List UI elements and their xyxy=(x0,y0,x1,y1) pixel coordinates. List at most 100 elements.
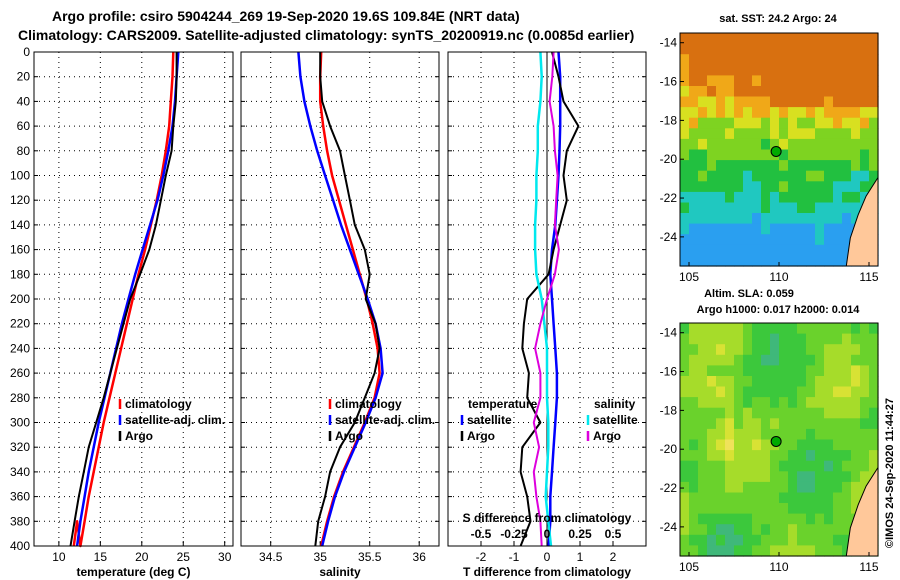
map-cell xyxy=(689,439,699,451)
map-cell xyxy=(689,255,699,267)
map-cell xyxy=(806,75,816,87)
depth-tick-label: 360 xyxy=(10,490,30,504)
map-x-tick-label: 105 xyxy=(679,560,699,574)
map-cell xyxy=(743,244,753,256)
map-cell xyxy=(716,386,726,398)
map-cell xyxy=(707,213,717,225)
map-cell xyxy=(716,492,726,504)
map-cell xyxy=(698,170,708,182)
map-cell xyxy=(851,33,861,45)
map-cell xyxy=(833,170,843,182)
map-cell xyxy=(698,397,708,409)
map-cell xyxy=(824,181,834,193)
map-cell xyxy=(806,149,816,161)
map-cell xyxy=(752,365,762,377)
map-cell xyxy=(680,160,690,172)
map-cell xyxy=(698,492,708,504)
map-cell xyxy=(815,75,825,87)
map-cell xyxy=(806,43,816,55)
map-cell xyxy=(743,376,753,388)
map-cell xyxy=(698,107,708,119)
map-cell xyxy=(716,244,726,256)
map-cell xyxy=(851,344,861,356)
map-cell xyxy=(833,107,843,119)
map-cell xyxy=(743,354,753,366)
map-cell xyxy=(788,128,798,140)
map-cell xyxy=(734,534,744,546)
legend-label: Argo xyxy=(335,429,363,443)
map-cell xyxy=(779,54,789,66)
map-cell xyxy=(707,460,717,472)
map-cell xyxy=(851,96,861,108)
map-cell xyxy=(770,365,780,377)
map-cell xyxy=(770,534,780,546)
map-cell xyxy=(698,481,708,494)
map-cell xyxy=(833,439,843,451)
map-cell xyxy=(689,481,699,494)
map-cell xyxy=(680,397,690,409)
map-cell xyxy=(833,128,843,140)
map-cell xyxy=(860,64,870,76)
map-cell xyxy=(815,354,825,366)
map-cell xyxy=(833,160,843,172)
x-tick-label: 10 xyxy=(52,550,66,564)
map-cell xyxy=(797,244,807,256)
map-cell xyxy=(806,323,816,335)
map-cell xyxy=(689,376,699,388)
map-cell xyxy=(743,397,753,409)
map-cell xyxy=(851,386,861,398)
map-cell xyxy=(815,54,825,66)
map-cell xyxy=(725,86,735,98)
map-cell xyxy=(689,534,699,546)
map-cell xyxy=(842,149,852,161)
map-cell xyxy=(824,213,834,225)
map-cell xyxy=(698,418,708,430)
map-cell xyxy=(797,191,807,204)
legend-label: satellite xyxy=(467,413,512,427)
map-y-tick-label: -18 xyxy=(660,113,678,127)
s-tick-label: -0.25 xyxy=(500,527,528,541)
map-cell xyxy=(689,513,699,525)
map-cell xyxy=(698,234,708,246)
map-cell xyxy=(788,333,798,345)
map-cell xyxy=(734,407,744,419)
map-cell xyxy=(716,450,726,462)
map-cell xyxy=(788,96,798,108)
sst-map-panel: sat. SST: 24.2 Argo: 24 -14 -16 -18 -20 -22 -2… xyxy=(660,13,879,284)
map-cell xyxy=(734,223,744,235)
map-cell xyxy=(779,471,789,483)
map-cell xyxy=(716,376,726,388)
map-cell xyxy=(752,534,762,546)
map-cell xyxy=(752,43,762,55)
map-cell xyxy=(725,149,735,161)
map-cell xyxy=(734,202,744,214)
map-cell xyxy=(698,86,708,98)
map-cell xyxy=(752,471,762,483)
map-cell xyxy=(707,439,717,451)
map-cell xyxy=(725,170,735,182)
map-cell xyxy=(824,386,834,398)
map-cell xyxy=(770,376,780,388)
map-cell xyxy=(707,96,717,108)
map-cell xyxy=(815,181,825,193)
map-cell xyxy=(734,138,744,151)
map-cell xyxy=(752,54,762,66)
map-cell xyxy=(851,107,861,119)
map-cell xyxy=(842,96,852,108)
map-cell xyxy=(707,545,717,557)
map-cell xyxy=(851,418,861,430)
map-cell xyxy=(743,481,753,494)
map-cell xyxy=(698,376,708,388)
map-cell xyxy=(725,160,735,172)
map-cell xyxy=(788,244,798,256)
map-cell xyxy=(743,460,753,472)
map-cell xyxy=(779,128,789,140)
map-cell xyxy=(707,524,717,536)
map-cell xyxy=(851,428,861,441)
map-cell xyxy=(788,149,798,161)
map-cell xyxy=(815,481,825,494)
map-cell xyxy=(761,223,771,235)
map-cell xyxy=(680,96,690,108)
map-cell xyxy=(743,181,753,193)
map-cell xyxy=(797,128,807,140)
